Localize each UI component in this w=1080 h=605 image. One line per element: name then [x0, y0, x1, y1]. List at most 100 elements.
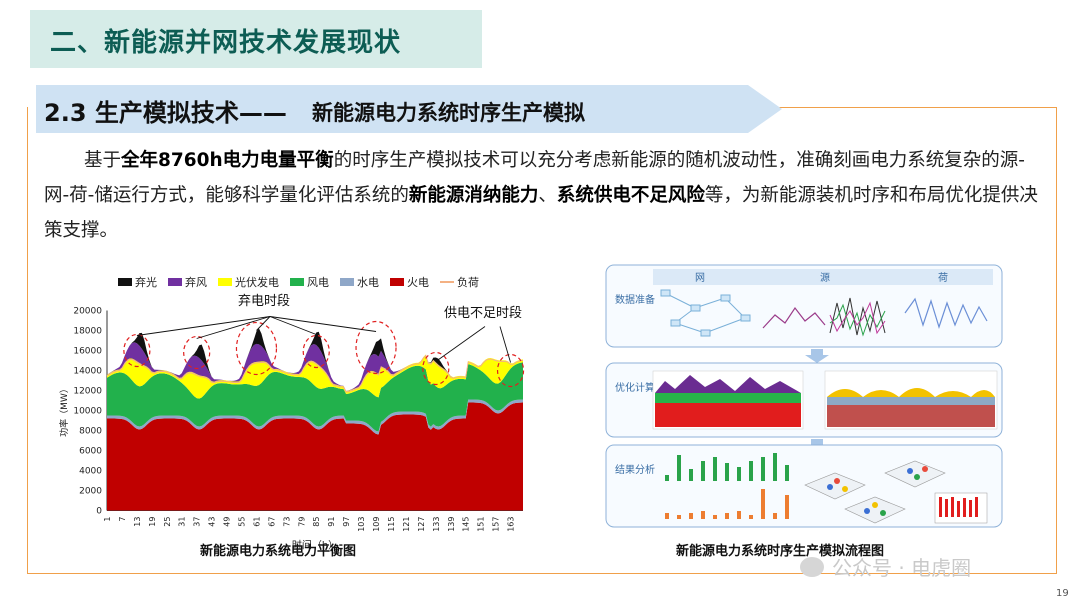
para-bold-2: 新能源消纳能力: [408, 185, 539, 206]
x-tick-label: 55: [238, 517, 247, 527]
legend-swatch: [390, 278, 404, 286]
series-area: [107, 399, 523, 435]
highlight-ellipse: [183, 335, 211, 370]
flow-col-load: 荷: [938, 272, 948, 284]
flow-row-label-1: 数据准备: [615, 293, 655, 306]
legend-label: 风电: [307, 276, 329, 289]
annotation-arrow: [269, 316, 317, 335]
x-tick-label: 145: [462, 517, 471, 532]
x-tick-label: 157: [492, 517, 501, 532]
x-tick-label: 43: [208, 517, 217, 527]
highlight-ellipse: [422, 351, 450, 386]
banner-arrow-shape: [36, 85, 782, 133]
content-frame-top: [770, 107, 1056, 108]
y-tick-label: 12000: [73, 387, 102, 397]
x-tick-label: 121: [402, 517, 411, 532]
series-area: [107, 342, 523, 392]
para-text-2: 的时序生产模拟技术可以充分考虑新能源的随机波动性，准确刻画电力系统复杂的源-网-…: [44, 150, 1025, 206]
legend-item: 风电: [290, 274, 329, 290]
annotation-shortage: 供电不足时段: [444, 306, 523, 321]
legend-label: 光伏发电: [235, 276, 279, 289]
content-frame: [27, 107, 1057, 574]
load-line: [106, 354, 524, 393]
y-tick-label: 6000: [79, 447, 102, 457]
watermark: 公众号 · 电虎圈: [800, 552, 971, 581]
annotation-arrow: [435, 326, 486, 362]
legend-label: 火电: [407, 276, 429, 289]
x-tick-label: 151: [477, 517, 486, 532]
y-tick-label: 14000: [73, 367, 102, 377]
annotation-curtailment: 弃电时段: [238, 294, 291, 309]
x-tick-label: 49: [223, 517, 232, 527]
y-tick-label: 10000: [73, 407, 102, 417]
x-axis-label: 时间（h）: [292, 539, 338, 552]
annotation-arrow: [136, 316, 271, 336]
x-tick-label: 37: [193, 517, 202, 527]
x-tick-label: 61: [252, 517, 261, 527]
legend-swatch: [168, 278, 182, 286]
x-tick-label: 91: [327, 517, 336, 527]
legend-swatch: [340, 278, 354, 286]
y-tick-label: 16000: [73, 347, 102, 357]
power-balance-chart: 0 2000 4000 6000 8000 10000 12000 14000 16000 180…: [58, 307, 525, 552]
page-number: 19: [1056, 588, 1069, 599]
annotation-arrow: [196, 316, 271, 339]
series-area: [107, 362, 523, 432]
x-tick-label: 127: [417, 517, 426, 532]
annotation-arrow: [269, 316, 377, 332]
annotation-arrow: [499, 326, 511, 363]
x-tick-label: 67: [267, 517, 276, 527]
highlight-ellipse: [302, 334, 330, 369]
legend-item: 光伏发电: [218, 274, 279, 290]
flow-row-label-3: 结果分析: [615, 463, 655, 476]
legend-item: 负荷: [440, 274, 479, 290]
title-bar: 二、新能源并网技术发展现状: [30, 10, 482, 68]
y-tick-label: 4000: [79, 467, 102, 477]
legend-swatch: [290, 278, 304, 286]
x-tick-label: 85: [312, 517, 321, 527]
flow-row-data-prep: 网 源 荷 数据准备: [605, 264, 1003, 348]
section-title: 2.3 生产模拟技术——: [44, 99, 287, 127]
para-text-3: 、: [538, 185, 557, 206]
y-axis-label: 功率（MW）: [58, 384, 70, 437]
legend-item: 水电: [340, 274, 379, 290]
legend-item: 弃风: [168, 274, 207, 290]
legend-swatch: [440, 281, 454, 283]
flow-row-results: 结果分析: [605, 444, 1003, 528]
x-tick-label: 7: [118, 517, 127, 522]
x-tick-label: 73: [282, 517, 291, 527]
chart-legend: 弃光 弃风 光伏发电 风电 水电 火电 负荷: [118, 274, 479, 290]
section-banner: 2.3 生产模拟技术—— 新能源电力系统时序生产模拟: [36, 85, 782, 133]
x-tick-label: 13: [133, 517, 142, 527]
wechat-icon: [800, 556, 824, 577]
legend-label: 弃光: [135, 276, 157, 289]
flow-caption: 新能源电力系统时序生产模拟流程图: [676, 544, 885, 559]
legend-label: 水电: [357, 276, 379, 289]
x-tick-label: 25: [163, 517, 172, 527]
legend-item: 火电: [390, 274, 429, 290]
legend-label: 弃风: [185, 276, 207, 289]
y-tick-label: 20000: [73, 307, 102, 317]
x-tick-label: 31: [178, 517, 187, 527]
highlight-ellipse: [355, 320, 397, 375]
y-tick-label: 2000: [79, 487, 102, 497]
annotation-arrow: [256, 316, 271, 331]
legend-label: 负荷: [457, 276, 479, 289]
watermark-text: 公众号 · 电虎圈: [832, 556, 972, 580]
flow-col-source: 源: [820, 271, 830, 284]
chart-caption: 新能源电力系统电力平衡图: [200, 544, 357, 559]
x-tick-label: 79: [297, 517, 306, 527]
intro-paragraph: 基于全年8760h电力电量平衡的时序生产模拟技术可以充分考虑新能源的随机波动性，…: [44, 143, 1046, 248]
x-tick-label: 109: [372, 517, 381, 532]
highlight-ellipse: [496, 353, 525, 388]
legend-item: 弃光: [118, 274, 157, 290]
legend-swatch: [118, 278, 132, 286]
para-text-4: 等，为新能源装机时序和布局优化提供决策支撑。: [44, 185, 1038, 241]
section-subtitle: 新能源电力系统时序生产模拟: [312, 101, 585, 125]
para-bold-1: 全年8760h电力电量平衡: [121, 150, 334, 171]
flow-row-optimize: 优化计算: [605, 362, 1003, 438]
y-tick-label: 8000: [79, 427, 102, 437]
highlight-ellipse: [123, 333, 151, 368]
x-tick-label: 115: [387, 517, 396, 532]
y-tick-label: 18000: [73, 327, 102, 337]
